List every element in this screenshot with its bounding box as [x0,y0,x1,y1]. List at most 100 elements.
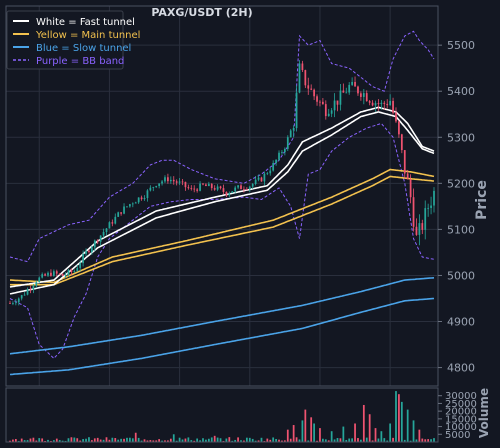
volume-bar [108,439,111,442]
volume-bar [202,438,204,442]
candle-body [319,101,321,103]
volume-bar [111,437,114,442]
volume-bar [67,438,70,442]
candle-body [64,274,67,276]
main-tunnel-upper-line [10,168,435,284]
candle-body [12,303,14,304]
volume-bar [324,439,327,442]
candle-body [199,183,201,191]
volume-bar [313,423,315,442]
volume-bar [41,438,44,442]
volume-bar [237,437,239,442]
candle-body [76,267,79,272]
candle-body [433,190,435,206]
candle-body [409,179,412,198]
volume-bar [266,438,269,442]
candle-body [368,101,371,103]
candle-body [70,270,73,273]
volume-bar [292,425,295,442]
volume-bar [360,439,362,442]
candle-body [96,240,99,242]
volume-bar [114,438,117,442]
price-tick-label: 4900 [447,316,475,329]
axes: 4800490050005100520053005400550050001000… [438,39,477,441]
volume-panel-frame [5,387,439,443]
volume-bar [196,438,199,442]
volume-bar [336,438,339,442]
volume-bar [12,439,14,442]
price-axis-label: Price [474,180,490,220]
candle-body [14,302,17,304]
candle-body [245,189,248,190]
candle-body [412,197,415,227]
candle-body [90,247,93,253]
candle-body [58,273,61,275]
volume-bar [175,440,178,442]
volume-bar [167,440,169,442]
volume-bar [76,438,79,442]
volume-bar [228,437,231,442]
candle-body [351,81,354,85]
volume-bar [117,439,120,442]
volume-bar [319,428,321,442]
candle-body [126,206,128,208]
candle-body [222,188,225,192]
volume-bar [38,438,41,442]
price-panel-frame [5,5,439,387]
volume-bar [219,438,222,442]
tunnels [9,106,435,376]
candles [9,60,435,306]
candle-body [85,250,87,255]
candle-body [225,191,228,196]
candle-body [333,100,336,111]
volume-bar [327,440,330,442]
candle-body [386,103,389,106]
volume-bar [73,437,76,442]
volume-bar [257,440,260,442]
volume-bar [322,438,324,442]
candle-body [210,183,213,189]
candle-body [324,104,327,117]
candle-body [304,70,307,86]
volume-bar [298,439,301,442]
candle-body [248,186,251,190]
candle-body [190,188,193,189]
candle-body [254,179,257,184]
candle-body [392,100,394,113]
candle-body [298,63,301,93]
volume-bar [234,439,237,442]
candle-body [32,285,35,290]
volume-bar [316,440,318,442]
volume-bar [58,440,61,442]
price-tick-label: 5300 [447,131,475,144]
candle-body [50,272,52,276]
volume-bar [400,401,403,442]
candle-body [263,173,266,182]
volume-bar [32,437,35,442]
candle-body [339,90,342,105]
volume-bar [85,438,87,442]
volume-bar [286,429,289,442]
volume-bar [161,440,163,442]
volume-bar [386,440,389,442]
candle-body [158,183,161,187]
candle-body [260,177,263,182]
candle-body [47,272,49,276]
candle-body [205,184,207,187]
price-tick-label: 4800 [447,362,475,375]
volume-axis-label: Volume [477,388,491,438]
volume-bar [307,440,310,442]
volume-bar [380,431,383,442]
volume-bar [243,440,245,442]
volume-bar [254,440,257,442]
candle-body [17,298,20,303]
candle-body [228,193,231,196]
volume-bar [93,438,96,442]
candle-body [213,188,216,190]
candle-body [196,189,199,191]
price-tick-label: 5500 [447,39,475,52]
volume-bar [433,438,435,442]
volume-bar [383,438,386,442]
volume-bar [362,404,365,442]
candle-body [82,254,84,264]
